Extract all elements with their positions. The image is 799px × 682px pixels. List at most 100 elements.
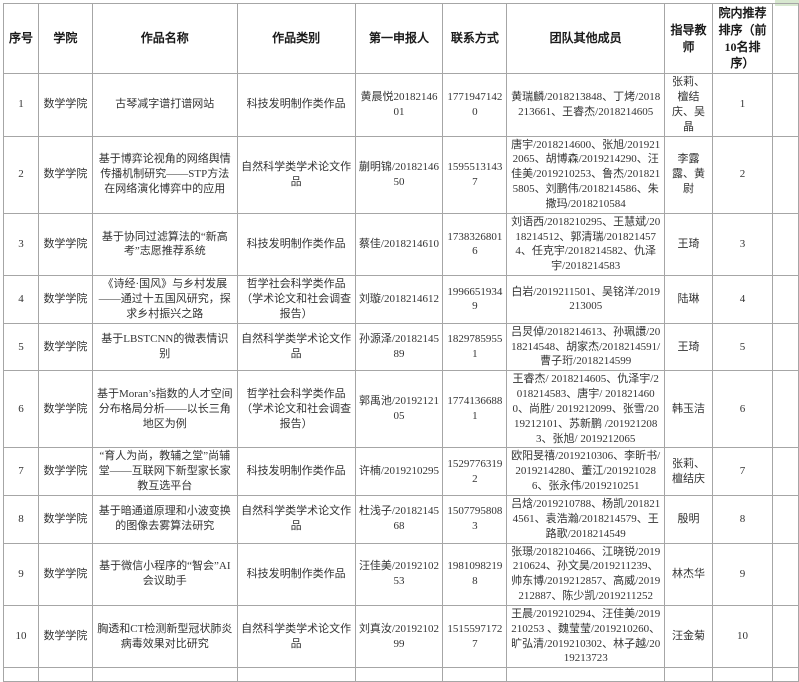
table-row: 2 数学学院 基于博弈论视角的网络舆情传播机制研究——STP方法在网络演化博弈中… — [3, 135, 799, 214]
table-row: 9 数学学院 基于微信小程序的“智会”AI会议助手 科技发明制作类作品 汪佳美/… — [3, 542, 799, 606]
header-cell-rank: 院内推荐排序（前10名排序） — [712, 2, 773, 75]
cell-applicant: 汪佳美/2019210253 — [354, 542, 444, 606]
cell-title: 《诗经·国风》与乡村发展——通过十五国风研究，探求乡村振兴之路 — [91, 275, 238, 324]
table-row: 10 数学学院 胸透和CT检测新型冠状肺炎病毒效果对比研究 自然科学类学术论文作… — [3, 604, 799, 669]
cell-team: 王睿杰/ 2018214605、仇泽宇/2018214583、唐宇/ 20182… — [506, 370, 666, 449]
cell-team: 白岩/2019211501、吴铭洋/2019213005 — [506, 275, 666, 324]
cell-no: 6 — [3, 370, 39, 449]
table-row: 4 数学学院 《诗经·国风》与乡村发展——通过十五国风研究，探求乡村振兴之路 哲… — [3, 275, 799, 324]
cell-advisor: 陆琳 — [664, 275, 714, 324]
cell-college: 数学学院 — [37, 135, 93, 214]
empty-cell — [771, 275, 799, 324]
cell-category: 自然科学类学术论文作品 — [236, 494, 356, 544]
cell-phone: 15297763192 — [442, 447, 508, 496]
cell-college: 数学学院 — [37, 542, 93, 606]
header-cell-category: 作品类别 — [236, 2, 356, 75]
cell-category: 科技发明制作类作品 — [236, 447, 356, 496]
empty-cell — [771, 322, 799, 372]
cell-advisor: 张莉、檀结庆 — [664, 447, 714, 496]
cell-phone: 17383268016 — [442, 212, 508, 277]
empty-cell — [91, 667, 238, 682]
cell-category: 科技发明制作类作品 — [236, 212, 356, 277]
cell-team: 唐宇/2018214600、张旭/2019212065、胡博森/20192142… — [506, 135, 666, 214]
cell-phone: 15077958083 — [442, 494, 508, 544]
header-cell-advisor: 指导教师 — [664, 2, 714, 75]
cell-rank: 7 — [712, 447, 773, 496]
cell-no: 8 — [3, 494, 39, 544]
cell-rank: 1 — [712, 73, 773, 137]
table-row: 1 数学学院 古琴减字谱打谱网站 科技发明制作类作品 黄晨悦2018214601… — [3, 73, 799, 137]
cell-category: 哲学社会科学类作品（学术论文和社会调查报告） — [236, 275, 356, 324]
cell-team: 吕炅倬/2018214613、孙珮譞/2018214548、胡家杰/201821… — [506, 322, 666, 372]
cell-title: 基于LBSTCNN的微表情识别 — [91, 322, 238, 372]
cell-phone: 19966519349 — [442, 275, 508, 324]
empty-cell — [664, 667, 714, 682]
cell-advisor: 王琦 — [664, 322, 714, 372]
cell-team: 欧阳旻禧/2019210306、李昕书/2019214280、董江/201921… — [506, 447, 666, 496]
cell-no: 9 — [3, 542, 39, 606]
empty-cell — [442, 667, 508, 682]
cell-applicant: 黄晨悦2018214601 — [354, 73, 444, 137]
header-cell-team: 团队其他成员 — [506, 2, 666, 75]
header-cell-college: 学院 — [37, 2, 93, 75]
cell-title: 基于博弈论视角的网络舆情传播机制研究——STP方法在网络演化博弈中的应用 — [91, 135, 238, 214]
cell-category: 自然科学类学术论文作品 — [236, 322, 356, 372]
cell-phone: 18297859551 — [442, 322, 508, 372]
empty-cell — [771, 135, 799, 214]
empty-cell — [771, 73, 799, 137]
cell-rank: 3 — [712, 212, 773, 277]
header-cell-phone: 联系方式 — [442, 2, 508, 75]
cell-applicant: 刘真汝/2019210299 — [354, 604, 444, 669]
cell-phone: 19810982198 — [442, 542, 508, 606]
cell-college: 数学学院 — [37, 604, 93, 669]
cell-category: 科技发明制作类作品 — [236, 542, 356, 606]
cell-title: 基于暗通道原理和小波变换的图像去雾算法研究 — [91, 494, 238, 544]
cell-college: 数学学院 — [37, 212, 93, 277]
cell-college: 数学学院 — [37, 370, 93, 449]
table-row-partial — [3, 667, 799, 682]
cell-title: 基于Moran’s指数的人才空间分布格局分析——以长三角地区为例 — [91, 370, 238, 449]
cell-category: 自然科学类学术论文作品 — [236, 604, 356, 669]
cell-category: 科技发明制作类作品 — [236, 73, 356, 137]
cell-applicant: 杜浅子/2018214568 — [354, 494, 444, 544]
cell-applicant: 许楠/2019210295 — [354, 447, 444, 496]
cell-title: 基于微信小程序的“智会”AI会议助手 — [91, 542, 238, 606]
cell-applicant: 孙源泽/2018214589 — [354, 322, 444, 372]
cell-rank: 8 — [712, 494, 773, 544]
empty-cell — [37, 667, 93, 682]
cell-phone: 17741366881 — [442, 370, 508, 449]
cell-college: 数学学院 — [37, 322, 93, 372]
cell-no: 3 — [3, 212, 39, 277]
empty-cell — [771, 604, 799, 669]
cell-advisor: 李露露、黄尉 — [664, 135, 714, 214]
table-row: 5 数学学院 基于LBSTCNN的微表情识别 自然科学类学术论文作品 孙源泽/2… — [3, 322, 799, 372]
empty-cell — [771, 667, 799, 682]
cell-title: “育人为尚，教辅之堂”尚辅堂——互联网下新型家长家教互选平台 — [91, 447, 238, 496]
empty-cell — [712, 667, 773, 682]
empty-cell — [3, 667, 39, 682]
cell-college: 数学学院 — [37, 275, 93, 324]
cell-team: 刘语西/2018210295、王慧斌/2018214512、郭清瑞/201821… — [506, 212, 666, 277]
cell-rank: 10 — [712, 604, 773, 669]
header-cell-no: 序号 — [3, 2, 39, 75]
cell-advisor: 韩玉洁 — [664, 370, 714, 449]
cell-category: 哲学社会科学类作品（学术论文和社会调查报告） — [236, 370, 356, 449]
empty-cell — [354, 667, 444, 682]
cell-advisor: 殷明 — [664, 494, 714, 544]
cell-title: 胸透和CT检测新型冠状肺炎病毒效果对比研究 — [91, 604, 238, 669]
cell-college: 数学学院 — [37, 447, 93, 496]
cell-team: 吕焓/2019210788、杨凯/2018214561、袁浩瀚/20182145… — [506, 494, 666, 544]
cell-category: 自然科学类学术论文作品 — [236, 135, 356, 214]
spreadsheet-table: 序号 学院 作品名称 作品类别 第一申报人 联系方式 团队其他成员 指导教师 院… — [3, 2, 799, 682]
empty-cell — [771, 542, 799, 606]
cell-team: 张璟/2018210466、江晓锐/2019210624、孙文昊/2019211… — [506, 542, 666, 606]
cell-rank: 2 — [712, 135, 773, 214]
empty-cell — [771, 212, 799, 277]
cell-team: 黄瑞麟/2018213848、丁烤/2018213661、王睿杰/2018214… — [506, 73, 666, 137]
cell-applicant: 蔡佳/2018214610 — [354, 212, 444, 277]
cell-college: 数学学院 — [37, 73, 93, 137]
cell-no: 1 — [3, 73, 39, 137]
cell-title: 古琴减字谱打谱网站 — [91, 73, 238, 137]
cell-phone: 17719471420 — [442, 73, 508, 137]
header-cell-applicant: 第一申报人 — [354, 2, 444, 75]
